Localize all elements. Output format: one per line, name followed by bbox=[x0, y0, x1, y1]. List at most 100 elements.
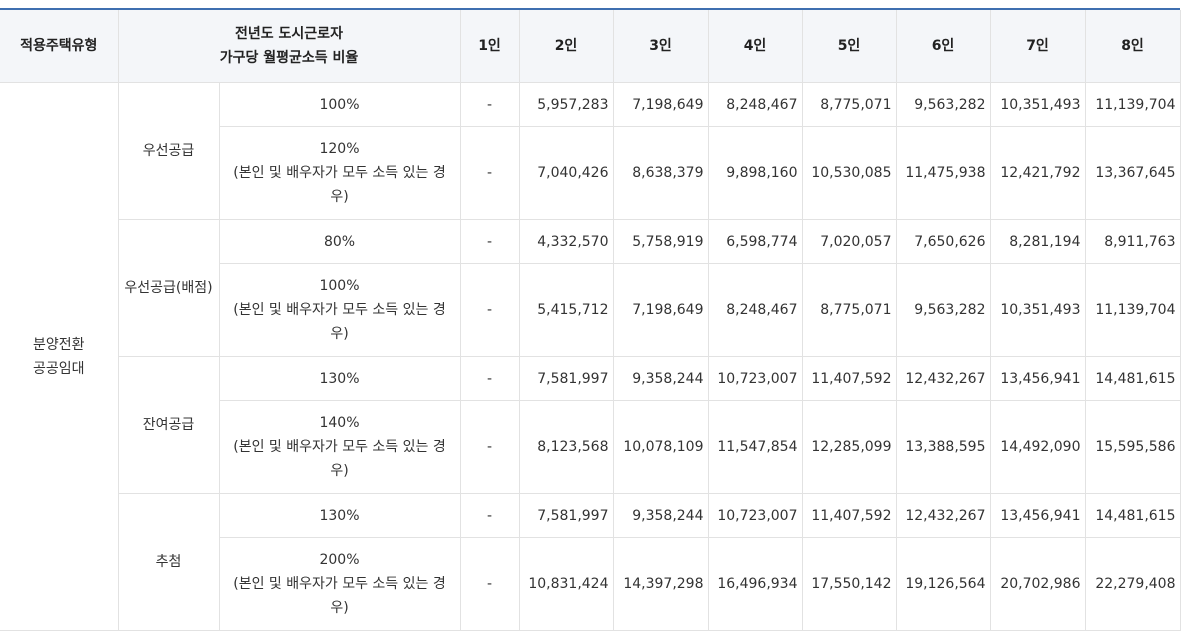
supply-type-cell: 우선공급(배점) bbox=[117, 219, 220, 357]
value-2-person: 7,040,426 bbox=[518, 126, 614, 220]
value-4-person: 11,547,854 bbox=[707, 400, 803, 494]
income-ratio-cell: 140% (본인 및 배우자가 모두 소득 있는 경우) bbox=[218, 400, 461, 494]
income-ratio-cell: 130% bbox=[218, 493, 461, 538]
value-1-person: - bbox=[459, 219, 520, 264]
value-4-person: 8,248,467 bbox=[707, 263, 803, 357]
housing-type-label: 분양전환 bbox=[32, 336, 85, 353]
value-6-person: 9,563,282 bbox=[895, 263, 991, 357]
supply-type-cell: 추첨 bbox=[117, 493, 220, 631]
value-1-person: - bbox=[459, 537, 520, 631]
header-5-person: 5인 bbox=[801, 10, 897, 83]
value-5-person: 8,775,071 bbox=[801, 82, 897, 127]
ratio-percent: 80% bbox=[323, 233, 356, 250]
income-ratio-cell: 120% (본인 및 배우자가 모두 소득 있는 경우) bbox=[218, 126, 461, 220]
value-7-person: 12,421,792 bbox=[989, 126, 1086, 220]
value-2-person: 5,415,712 bbox=[518, 263, 614, 357]
value-3-person: 8,638,379 bbox=[612, 126, 709, 220]
value-3-person: 9,358,244 bbox=[612, 356, 709, 401]
value-5-person: 11,407,592 bbox=[801, 356, 897, 401]
value-6-person: 13,388,595 bbox=[895, 400, 991, 494]
value-2-person: 4,332,570 bbox=[518, 219, 614, 264]
value-6-person: 11,475,938 bbox=[895, 126, 991, 220]
table-row: 우선공급(배점) 80% -4,332,570 5,758,919 6,598,774 7… bbox=[0, 219, 1181, 357]
value-6-person: 9,563,282 bbox=[895, 82, 991, 127]
value-1-person: - bbox=[459, 82, 520, 127]
ratio-condition-note: (본인 및 배우자가 모두 소득 있는 경우) bbox=[233, 302, 446, 342]
value-1-person: - bbox=[459, 263, 520, 357]
table-row: 분양전환 공공임대 우선공급 100% -5,957,283 7,198,649 8,248… bbox=[0, 82, 1181, 631]
value-7-person: 8,281,194 bbox=[989, 219, 1086, 264]
ratio-condition-note: (본인 및 배우자가 모두 소득 있는 경우) bbox=[233, 439, 446, 479]
value-3-person: 7,198,649 bbox=[612, 82, 709, 127]
value-2-person: 5,957,283 bbox=[518, 82, 614, 127]
value-4-person: 8,248,467 bbox=[707, 82, 803, 127]
value-3-person: 7,198,649 bbox=[612, 263, 709, 357]
value-8-person: 15,595,586 bbox=[1084, 400, 1181, 494]
ratio-percent: 130% bbox=[319, 370, 360, 387]
income-ratio-cell: 100% (본인 및 배우자가 모두 소득 있는 경우) bbox=[218, 263, 461, 357]
value-7-person: 10,351,493 bbox=[989, 82, 1086, 127]
ratio-percent: 130% bbox=[319, 507, 360, 524]
value-4-person: 6,598,774 bbox=[707, 219, 803, 264]
ratio-percent: 120% bbox=[319, 141, 360, 157]
value-5-person: 10,530,085 bbox=[801, 126, 897, 220]
ratio-percent: 100% bbox=[319, 278, 360, 294]
value-6-person: 19,126,564 bbox=[895, 537, 991, 631]
income-ratio-cell: 100% bbox=[218, 82, 461, 127]
value-4-person: 10,723,007 bbox=[707, 493, 803, 538]
value-4-person: 9,898,160 bbox=[707, 126, 803, 220]
value-2-person: 8,123,568 bbox=[518, 400, 614, 494]
header-housing-type: 적용주택유형 bbox=[0, 10, 119, 83]
value-8-person: 22,279,408 bbox=[1084, 537, 1181, 631]
ratio-percent: 200% bbox=[319, 552, 360, 568]
value-1-person: - bbox=[459, 126, 520, 220]
header-1-person: 1인 bbox=[459, 10, 520, 83]
value-5-person: 17,550,142 bbox=[801, 537, 897, 631]
value-7-person: 13,456,941 bbox=[989, 493, 1086, 538]
table-row: 잔여공급 130% -7,581,997 9,358,244 10,723,007 11,… bbox=[0, 356, 1181, 494]
income-ratio-cell: 130% bbox=[218, 356, 461, 401]
value-4-person: 10,723,007 bbox=[707, 356, 803, 401]
value-8-person: 14,481,615 bbox=[1084, 356, 1181, 401]
value-2-person: 7,581,997 bbox=[518, 493, 614, 538]
header-2-person: 2인 bbox=[518, 10, 614, 83]
value-3-person: 10,078,109 bbox=[612, 400, 709, 494]
value-8-person: 13,367,645 bbox=[1084, 126, 1181, 220]
value-5-person: 7,020,057 bbox=[801, 219, 897, 264]
value-2-person: 7,581,997 bbox=[518, 356, 614, 401]
value-8-person: 11,139,704 bbox=[1084, 82, 1181, 127]
value-5-person: 11,407,592 bbox=[801, 493, 897, 538]
income-ratio-cell: 200% (본인 및 배우자가 모두 소득 있는 경우) bbox=[218, 537, 461, 631]
header-row: 적용주택유형 전년도 도시근로자 가구당 월평균소득 비율 1인 2인 3인 4… bbox=[0, 10, 1181, 83]
income-criteria-table: 적용주택유형 전년도 도시근로자 가구당 월평균소득 비율 1인 2인 3인 4… bbox=[0, 10, 1181, 631]
header-6-person: 6인 bbox=[895, 10, 991, 83]
value-4-person: 16,496,934 bbox=[707, 537, 803, 631]
value-8-person: 8,911,763 bbox=[1084, 219, 1181, 264]
value-6-person: 7,650,626 bbox=[895, 219, 991, 264]
ratio-percent: 140% bbox=[319, 415, 360, 431]
header-4-person: 4인 bbox=[707, 10, 803, 83]
supply-type-cell: 잔여공급 bbox=[117, 356, 220, 494]
value-8-person: 11,139,704 bbox=[1084, 263, 1181, 357]
value-5-person: 12,285,099 bbox=[801, 400, 897, 494]
value-2-person: 10,831,424 bbox=[518, 537, 614, 631]
income-ratio-cell: 80% bbox=[218, 219, 461, 264]
table-body: 분양전환 공공임대 우선공급 100% -5,957,283 7,198,649 8,248… bbox=[0, 82, 1181, 631]
housing-type-cell: 분양전환 공공임대 bbox=[0, 82, 119, 631]
header-income-ratio: 전년도 도시근로자 가구당 월평균소득 비율 bbox=[117, 10, 461, 83]
value-3-person: 9,358,244 bbox=[612, 493, 709, 538]
value-7-person: 13,456,941 bbox=[989, 356, 1086, 401]
table-row: 120% (본인 및 배우자가 모두 소득 있는 경우) -7,040,426 8,6… bbox=[0, 126, 1181, 220]
table-row: 추첨 130% -7,581,997 9,358,244 10,723,007 11,40… bbox=[0, 493, 1181, 631]
value-3-person: 14,397,298 bbox=[612, 537, 709, 631]
value-7-person: 20,702,986 bbox=[989, 537, 1086, 631]
value-1-person: - bbox=[459, 493, 520, 538]
value-3-person: 5,758,919 bbox=[612, 219, 709, 264]
header-ratio-line2: 가구당 월평균소득 비율 bbox=[219, 50, 359, 66]
value-1-person: - bbox=[459, 400, 520, 494]
value-6-person: 12,432,267 bbox=[895, 493, 991, 538]
table-row: 140% (본인 및 배우자가 모두 소득 있는 경우) -8,123,568 10,… bbox=[0, 400, 1181, 494]
header-7-person: 7인 bbox=[989, 10, 1086, 83]
value-6-person: 12,432,267 bbox=[895, 356, 991, 401]
header-ratio-line1: 전년도 도시근로자 bbox=[235, 26, 343, 42]
